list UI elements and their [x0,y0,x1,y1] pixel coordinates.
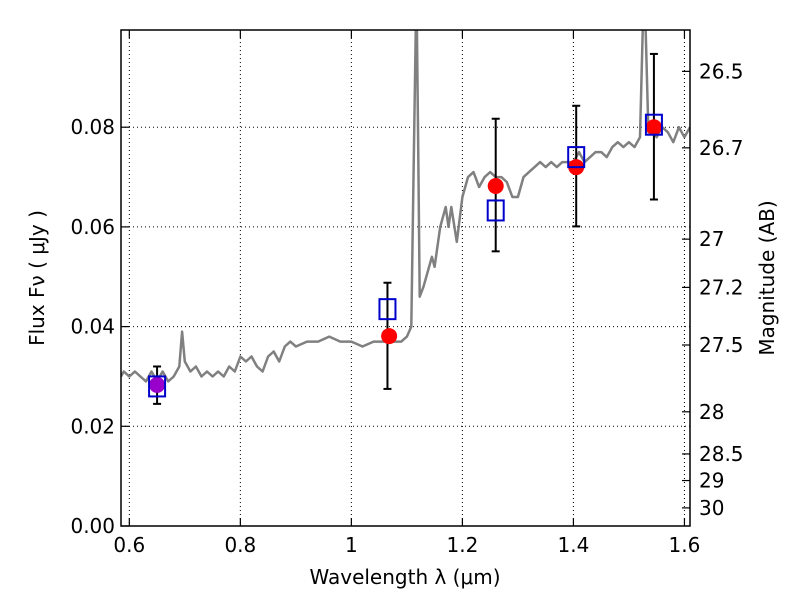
y-tick-label: 0.00 [70,514,115,538]
observed-point [644,113,663,136]
plot-frame [120,29,691,527]
y2-tick-label: 27.5 [699,333,744,357]
ticks-layer [121,30,690,527]
y-tick-label: 0.06 [70,215,115,239]
x-tick-label: 1.4 [558,533,590,557]
y2-tick-label: 27 [699,227,724,251]
observed-point [148,375,167,398]
grid-layer [121,30,690,527]
x-tick-label: 0.6 [113,533,145,557]
model-point [487,178,504,195]
observed-point [486,199,505,222]
observed-point [567,146,586,169]
x-tick-label: 0.8 [224,533,256,557]
model-point [645,119,662,136]
y2-tick-label: 26.7 [699,136,744,160]
y2-tick-label: 28 [699,400,724,424]
y2-axis-label: Magnitude (AB) [755,200,779,355]
y2-tick-label: 27.2 [699,275,744,299]
y2-tick-label: 30 [699,496,724,520]
y2-tick-label: 29 [699,469,724,493]
observed-point [378,298,397,321]
x-tick-label: 1.2 [446,533,478,557]
x-axis-label: Wavelength λ (μm) [309,565,500,589]
x-tick-label: 1.6 [669,533,701,557]
model-point [149,376,166,393]
plot-layer [121,30,690,405]
spectrum-line [121,30,690,383]
y2-tick-label: 26.5 [699,59,744,83]
x-tick-label: 1 [345,533,358,557]
y-tick-label: 0.02 [70,414,115,438]
model-point [381,328,398,345]
y-tick-label: 0.08 [70,115,115,139]
y-axis-label: Flux Fν ( μJy ) [25,210,49,346]
labels-layer: 0.6 0.8 1 1.2 1.4 1.6 0.00 0.02 0.04 0.06 0.08 26.5… [70,59,743,557]
y2-tick-label: 28.5 [699,442,744,466]
y-tick-label: 0.04 [70,315,115,339]
